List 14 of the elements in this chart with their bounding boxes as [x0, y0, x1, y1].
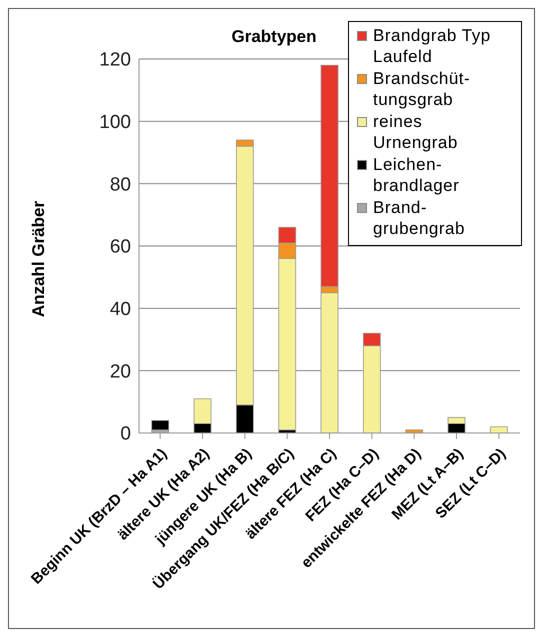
- y-tick-label: 100: [99, 112, 131, 134]
- y-tick-label: 20: [110, 361, 131, 382]
- y-tick-label: 40: [110, 299, 131, 320]
- bar: [151, 420, 170, 430]
- y-tick-label: 60: [110, 236, 131, 258]
- legend-label: reines Urnengrab: [373, 111, 459, 153]
- legend-label: Brandgrab Typ Laufeld: [373, 25, 492, 67]
- chart-title: Grabtypen: [231, 27, 317, 46]
- legend-label: Brand-grubengrab: [373, 197, 466, 239]
- y-tick-label: 120: [99, 50, 131, 71]
- y-tick-label: 0: [120, 424, 131, 445]
- y-axis-title: Anzahl Gräber: [29, 200, 49, 318]
- y-tick-label: 80: [110, 174, 131, 196]
- legend-label: Leichen-brandlager: [373, 154, 460, 196]
